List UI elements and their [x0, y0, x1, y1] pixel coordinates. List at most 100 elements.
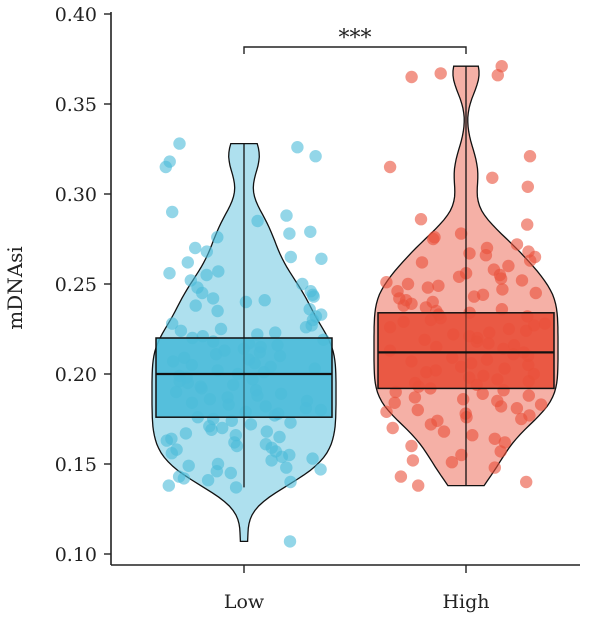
data-point [486, 171, 499, 184]
data-point [260, 425, 273, 438]
data-point [496, 283, 509, 296]
data-point [419, 301, 433, 314]
data-point [445, 456, 459, 469]
data-point [408, 391, 422, 404]
data-point [166, 317, 179, 330]
data-point [165, 447, 178, 460]
y-tick-label: 0.35 [55, 94, 97, 116]
data-point [394, 470, 408, 483]
data-point [406, 454, 420, 467]
data-point [230, 439, 244, 453]
data-point [476, 387, 489, 400]
data-point [239, 295, 253, 309]
data-point [229, 481, 243, 494]
y-ticks: 0.10 0.15 0.20 0.25 0.30 0.35 0.40 [55, 4, 111, 566]
significance-label: *** [339, 26, 372, 51]
significance-bracket: *** [243, 26, 467, 54]
data-point [314, 463, 327, 476]
data-point [437, 425, 451, 438]
data-point [284, 250, 297, 264]
data-point [212, 265, 225, 278]
data-point [494, 272, 508, 285]
data-point [269, 326, 282, 339]
data-point [296, 277, 309, 291]
data-point [159, 160, 172, 174]
data-point [529, 286, 542, 300]
y-axis-title: mDNAsi [3, 246, 27, 330]
y-tick-label: 0.30 [55, 184, 97, 206]
data-point [479, 249, 493, 262]
data-point [284, 475, 297, 489]
data-point [196, 286, 209, 300]
data-point [291, 141, 304, 154]
x-tick-label: Low [224, 591, 265, 613]
data-point [452, 270, 466, 283]
data-point [283, 227, 296, 240]
data-point [523, 150, 537, 163]
data-point [251, 214, 264, 228]
data-point [515, 274, 529, 287]
data-point [177, 472, 191, 485]
data-point [166, 205, 179, 219]
data-point [401, 277, 415, 291]
data-point [182, 459, 195, 472]
data-point [427, 232, 440, 246]
data-point [488, 461, 501, 474]
data-point [224, 466, 237, 480]
data-point [275, 450, 289, 463]
data-point [397, 299, 410, 312]
data-point [411, 403, 424, 417]
data-point [520, 475, 533, 489]
data-point [214, 322, 228, 336]
data-point [488, 432, 501, 445]
data-point [522, 389, 535, 402]
data-point [466, 429, 479, 442]
data-point [383, 160, 397, 174]
data-point [510, 238, 524, 251]
groups [151, 59, 559, 548]
data-point [380, 405, 393, 418]
data-point [521, 180, 534, 193]
data-point [201, 474, 215, 487]
data-point [280, 461, 293, 474]
y-tick-label: 0.40 [55, 4, 97, 26]
data-point [162, 479, 175, 492]
x-ticks: Low High [224, 565, 490, 613]
data-point [432, 279, 445, 292]
data-point [494, 400, 508, 413]
data-point [258, 294, 271, 307]
data-point [163, 267, 176, 280]
data-point [494, 445, 507, 458]
data-point [284, 416, 297, 429]
data-point [380, 276, 393, 289]
data-point [467, 290, 481, 303]
data-point [306, 452, 319, 465]
data-point [174, 324, 188, 337]
data-point [200, 268, 213, 282]
data-point [205, 423, 218, 436]
data-point [421, 281, 435, 294]
data-point [515, 412, 528, 426]
data-point [307, 290, 320, 303]
data-point [315, 252, 328, 265]
data-point [521, 218, 534, 231]
data-point [424, 418, 438, 431]
x-tick-label: High [442, 591, 489, 613]
y-tick-label: 0.10 [55, 544, 97, 566]
data-point [455, 448, 468, 462]
data-point [200, 245, 213, 258]
data-point [211, 231, 224, 244]
data-point [210, 465, 223, 478]
data-point [216, 421, 229, 435]
data-point [454, 227, 468, 240]
data-point [244, 418, 258, 431]
data-point [206, 292, 220, 305]
data-point [414, 213, 428, 226]
group-high [373, 59, 559, 492]
data-point [405, 439, 418, 453]
data-point [388, 396, 401, 409]
data-point [415, 256, 429, 269]
y-tick-label: 0.15 [55, 454, 97, 476]
data-point [412, 479, 425, 492]
data-point [304, 225, 317, 238]
